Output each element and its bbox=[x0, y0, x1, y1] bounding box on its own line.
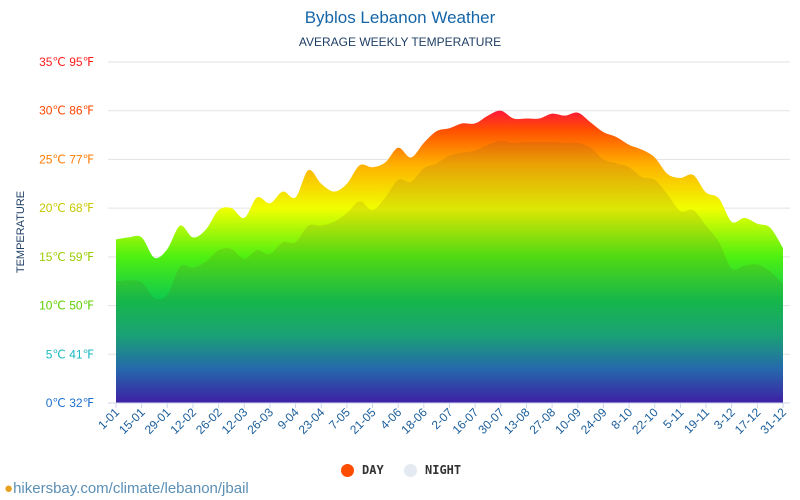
y-tick-label: 10℃ 50℉ bbox=[39, 299, 94, 313]
x-tick-label: 15-01 bbox=[116, 405, 148, 437]
y-tick-label: 30℃ 86℉ bbox=[39, 104, 94, 118]
source-link[interactable]: ●hikersbay.com/climate/lebanon/jbail bbox=[4, 480, 249, 497]
y-tick-label: 35℃ 95℉ bbox=[39, 55, 94, 69]
x-tick-label: 12-02 bbox=[167, 405, 199, 437]
night-area-shade bbox=[116, 140, 783, 403]
x-tick-label: 26-02 bbox=[193, 405, 225, 437]
x-tick-label: 22-10 bbox=[629, 405, 661, 437]
x-tick-label: 10-09 bbox=[552, 405, 584, 437]
y-tick-label: 5℃ 41℉ bbox=[46, 347, 94, 361]
x-tick-label: 23-04 bbox=[296, 405, 328, 437]
legend-night-label: NIGHT bbox=[425, 463, 462, 477]
y-tick-label: 0℃ 32℉ bbox=[46, 396, 94, 410]
x-tick-label: 19-11 bbox=[681, 405, 712, 436]
x-tick-label: 16-07 bbox=[450, 405, 482, 437]
x-tick-label: 30-07 bbox=[475, 405, 507, 437]
x-tick-label: 26-03 bbox=[244, 405, 276, 437]
x-tick-label: 18-06 bbox=[398, 405, 430, 437]
x-tick-label: 13-08 bbox=[501, 405, 533, 437]
x-tick-label: 21-05 bbox=[347, 405, 379, 437]
chart-title: Byblos Lebanon Weather bbox=[304, 8, 496, 27]
legend-day[interactable]: DAY bbox=[341, 463, 384, 477]
legend-day-label: DAY bbox=[362, 463, 384, 477]
chart-subtitle: AVERAGE WEEKLY TEMPERATURE bbox=[298, 35, 502, 49]
location-pin-icon: ● bbox=[4, 480, 14, 497]
y-tick-label: 20℃ 68℉ bbox=[39, 201, 94, 215]
x-tick-label: 31-12 bbox=[758, 405, 790, 437]
x-tick-label: 29-01 bbox=[142, 405, 174, 437]
x-tick-label: 27-08 bbox=[527, 405, 559, 437]
night-legend-dot bbox=[404, 463, 417, 477]
x-tick-label: 17-12 bbox=[732, 405, 764, 437]
x-tick-label: 24-09 bbox=[578, 405, 610, 437]
y-tick-label: 25℃ 77℉ bbox=[39, 152, 94, 166]
x-tick-label: 12-03 bbox=[219, 405, 251, 437]
y-tick-label: 15℃ 59℉ bbox=[39, 250, 94, 264]
source-text: hikersbay.com/climate/lebanon/jbail bbox=[13, 480, 249, 497]
day-legend-dot bbox=[341, 463, 354, 477]
legend-night[interactable]: NIGHT bbox=[404, 463, 461, 477]
night-area bbox=[116, 140, 783, 403]
